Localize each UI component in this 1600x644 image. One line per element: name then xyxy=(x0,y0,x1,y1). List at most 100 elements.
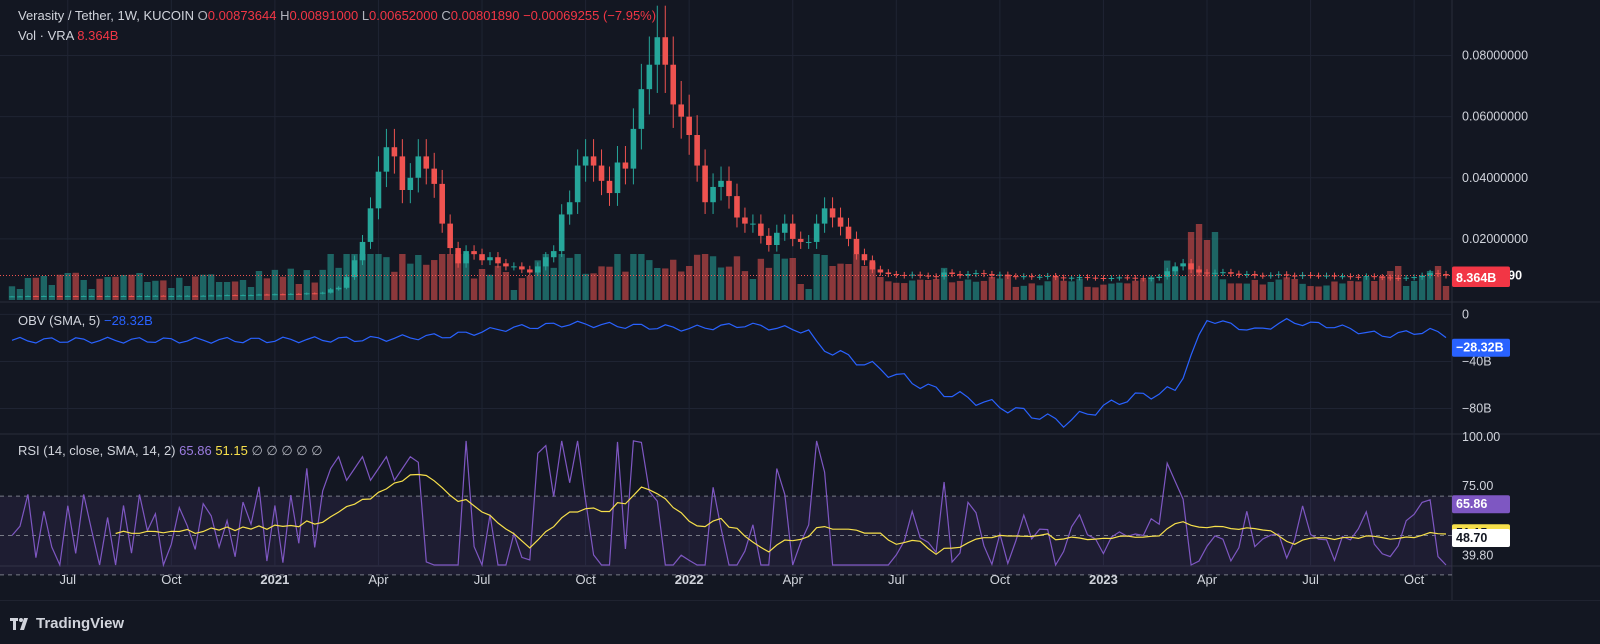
candle-body xyxy=(1435,273,1441,275)
rsi-label[interactable]: RSI (14, close, SMA, 14, 2) xyxy=(18,443,176,458)
candle-body xyxy=(1443,274,1449,276)
candle-body xyxy=(885,272,892,275)
volume-bar xyxy=(1219,279,1227,300)
chart-canvas[interactable]: Jul Oct 2021 Apr Jul Oct 2022 Apr Jul Oct 2023 Apr J… xyxy=(0,0,1600,600)
candle-body xyxy=(248,295,254,297)
obv-label[interactable]: OBV (SMA, 5) xyxy=(18,313,101,328)
volume-bar xyxy=(1363,277,1370,300)
candle-body xyxy=(407,177,414,190)
candle-body xyxy=(128,296,135,298)
candle-body xyxy=(327,289,334,293)
volume-bar xyxy=(64,273,71,300)
candle-body xyxy=(1060,277,1067,279)
volume-bar xyxy=(88,289,95,300)
obv-tick-label: 0 xyxy=(1462,307,1469,321)
change-value: −0.00069255 (−7.95%) xyxy=(523,8,657,23)
volume-bar xyxy=(72,272,79,300)
volume-bar xyxy=(192,276,199,300)
candle-body xyxy=(447,223,453,249)
candle-body xyxy=(104,296,111,298)
candle-body xyxy=(1005,274,1011,277)
volume-bar xyxy=(940,267,948,300)
volume-bar xyxy=(1132,280,1139,300)
volume-bar xyxy=(789,258,796,300)
candle-body xyxy=(224,295,230,297)
candle-body xyxy=(503,263,509,267)
volume-bar xyxy=(701,254,709,300)
candle-body xyxy=(1259,275,1266,277)
candle-body xyxy=(598,165,605,181)
rsi-tick-label: 75.00 xyxy=(1462,479,1493,493)
rsi-level-badge-bg xyxy=(1452,529,1510,548)
volume-bar xyxy=(128,274,135,300)
volume-bar xyxy=(1076,278,1083,300)
volume-bar xyxy=(454,254,462,300)
x-tick-label: Oct xyxy=(990,572,1011,587)
volume-legend: Vol · VRA 8.364B xyxy=(18,28,118,43)
candle-body xyxy=(1100,278,1107,279)
volume-bar xyxy=(494,265,502,300)
price-tick-label: 0.06000000 xyxy=(1462,110,1528,124)
candle-body xyxy=(638,89,645,129)
volume-bar xyxy=(630,254,637,300)
rsi-badge-bg xyxy=(1452,495,1510,514)
candle-body xyxy=(511,266,517,268)
candle-body xyxy=(805,241,812,243)
price-tick-label: 0.04000000 xyxy=(1462,171,1528,185)
rsi-tick-label: 100.00 xyxy=(1462,430,1500,444)
candle-body xyxy=(415,156,422,178)
candle-body xyxy=(112,296,119,298)
volume-bar xyxy=(1355,281,1362,300)
volume-bar xyxy=(311,282,318,300)
volume-bar xyxy=(1012,286,1019,300)
volume-bar xyxy=(1379,276,1386,300)
x-tick-label: Jul xyxy=(474,572,491,587)
candle-body xyxy=(750,223,756,225)
volume-bar xyxy=(534,260,541,300)
volume-bar xyxy=(231,281,239,300)
volume-bar xyxy=(1434,266,1442,300)
candle-body xyxy=(487,257,493,261)
candle-body xyxy=(965,274,971,276)
volume-bar xyxy=(1140,279,1147,300)
x-tick-label: 2021 xyxy=(260,572,289,587)
candle-body xyxy=(686,116,692,135)
volume-bar xyxy=(725,266,733,300)
volume-bar xyxy=(383,257,390,300)
candle-body xyxy=(176,295,183,297)
candle-body xyxy=(1084,277,1091,279)
candle-body xyxy=(1220,272,1226,274)
candle-body xyxy=(670,64,677,105)
volume-bar xyxy=(446,254,454,300)
obv-tick-label: −40B xyxy=(1462,354,1492,368)
last-volume-badge: 8.364B xyxy=(1456,271,1496,285)
candle-body xyxy=(208,295,214,297)
candle-body xyxy=(1124,277,1131,279)
candle-body xyxy=(821,208,828,224)
candle-body xyxy=(734,196,740,218)
volume-label[interactable]: Vol · VRA xyxy=(18,28,74,43)
candle-body xyxy=(654,37,661,65)
high-value: 0.00891000 xyxy=(289,8,359,23)
candle-body xyxy=(184,295,191,297)
volume-bar xyxy=(1052,277,1059,300)
volume-bar xyxy=(717,267,725,300)
volume-bar xyxy=(869,262,876,300)
volume-bar xyxy=(1060,280,1067,300)
candle-body xyxy=(335,287,342,290)
candle-body xyxy=(296,293,302,295)
volume-bar xyxy=(598,266,605,300)
volume-bar xyxy=(367,254,374,300)
volume-bar xyxy=(1084,286,1091,300)
symbol-title[interactable]: Verasity / Tether, 1W, KUCOIN xyxy=(18,8,195,23)
volume-bar xyxy=(614,254,621,300)
tradingview-brand[interactable]: TradingView xyxy=(10,615,124,632)
obv-value: −28.32B xyxy=(103,313,153,328)
volume-bar xyxy=(829,266,836,300)
volume-bar xyxy=(423,264,430,300)
volume-bar xyxy=(1347,280,1354,300)
volume-bar xyxy=(917,279,924,300)
candle-body xyxy=(359,241,366,261)
candle-body xyxy=(845,226,852,239)
volume-bar xyxy=(407,263,414,300)
